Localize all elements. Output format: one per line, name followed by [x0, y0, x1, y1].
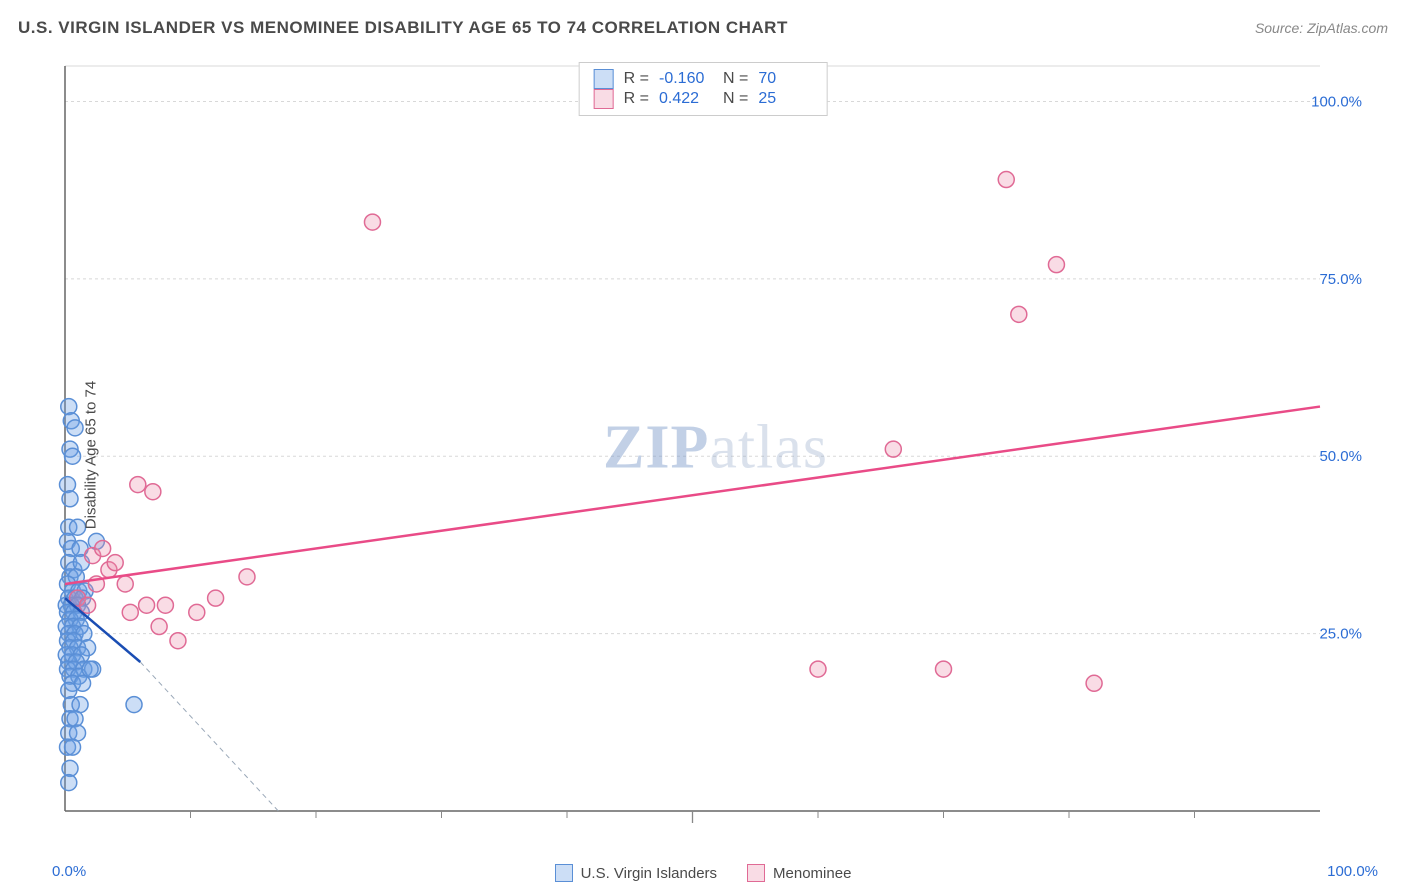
legend-stat-row: R = -0.160 N = 70 — [594, 69, 813, 89]
correlation-legend: R = -0.160 N = 70 R = 0.422 N = 25 — [579, 62, 828, 116]
legend-swatch — [555, 864, 573, 882]
source-name: ZipAtlas.com — [1307, 20, 1388, 36]
legend-label: Menominee — [773, 865, 851, 882]
legend-stat-row: R = 0.422 N = 25 — [594, 89, 813, 109]
chart-container: Disability Age 65 to 74 25.0% 50.0% 75.0% 1… — [45, 58, 1386, 852]
chart-source: Source: ZipAtlas.com — [1255, 20, 1388, 36]
y-axis-label: Disability Age 65 to 74 — [83, 381, 100, 529]
source-prefix: Source: — [1255, 20, 1307, 36]
r-label: R = — [624, 70, 649, 88]
svg-text:75.0%: 75.0% — [1319, 271, 1362, 288]
r-label: R = — [624, 90, 649, 108]
legend-label: U.S. Virgin Islanders — [581, 865, 717, 882]
legend-item: U.S. Virgin Islanders — [555, 864, 717, 882]
legend-swatch — [747, 864, 765, 882]
legend-swatch — [594, 89, 614, 109]
n-value: 70 — [758, 70, 812, 88]
n-label: N = — [723, 90, 748, 108]
svg-text:25.0%: 25.0% — [1319, 626, 1362, 643]
chart-header: U.S. VIRGIN ISLANDER VS MENOMINEE DISABI… — [18, 18, 1388, 38]
r-value: 0.422 — [659, 90, 713, 108]
legend-item: Menominee — [747, 864, 851, 882]
legend-swatch — [594, 69, 614, 89]
svg-text:100.0%: 100.0% — [1311, 93, 1362, 110]
y-axis-label-wrap: Disability Age 65 to 74 — [17, 58, 37, 852]
n-label: N = — [723, 70, 748, 88]
r-value: -0.160 — [659, 70, 713, 88]
chart-title: U.S. VIRGIN ISLANDER VS MENOMINEE DISABI… — [18, 18, 788, 38]
series-legend: U.S. Virgin Islanders Menominee — [0, 864, 1406, 882]
scatter-chart: 25.0% 50.0% 75.0% 100.0% — [45, 58, 1375, 850]
svg-text:50.0%: 50.0% — [1319, 448, 1362, 465]
n-value: 25 — [758, 90, 812, 108]
